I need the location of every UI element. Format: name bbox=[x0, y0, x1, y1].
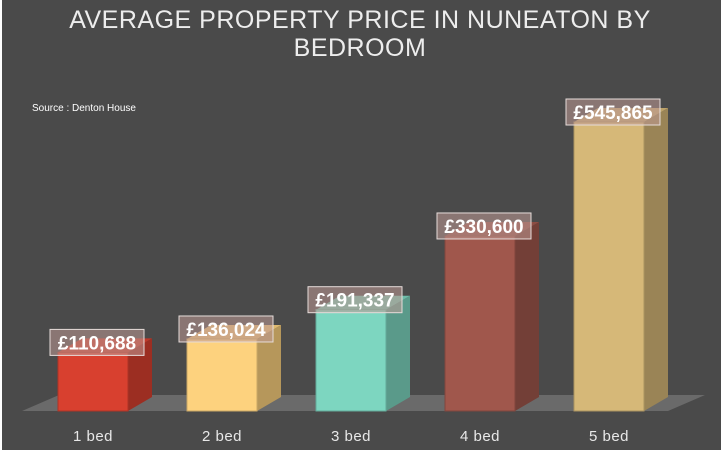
data-label-2-text: £136,024 bbox=[186, 320, 266, 341]
bar-1-side bbox=[128, 338, 152, 411]
bar-5-side bbox=[644, 108, 668, 411]
data-label-2: £136,024 bbox=[178, 315, 274, 343]
x-axis-ticks: 1 bed 2 bed 3 bed 4 bed 5 bed bbox=[73, 428, 629, 445]
data-label-4-box bbox=[436, 212, 532, 240]
data-label-4-text: £330,600 bbox=[444, 217, 523, 238]
data-label-5: £545,865 bbox=[565, 98, 661, 126]
data-label-3-text: £191,337 bbox=[315, 291, 394, 312]
data-label-1: £110,688 bbox=[49, 328, 145, 356]
chart-title-line-2: BEDROOM bbox=[294, 34, 427, 62]
x-tick-label-4: 4 bed bbox=[460, 428, 500, 445]
bar-4-front bbox=[444, 235, 516, 412]
bar-4-side bbox=[515, 221, 539, 411]
bars-layer bbox=[57, 108, 668, 412]
bar-1-front bbox=[57, 351, 129, 412]
data-label-1-text: £110,688 bbox=[58, 333, 136, 354]
bar-3-front bbox=[315, 309, 387, 412]
chart-title-line-1: AVERAGE PROPERTY PRICE IN NUNEATON BY bbox=[69, 6, 651, 34]
bar-2-side bbox=[257, 324, 281, 411]
bar-5-front bbox=[573, 121, 645, 412]
data-label-5-text: £545,865 bbox=[573, 103, 653, 124]
data-label-5-box bbox=[565, 98, 661, 126]
bar-5 bbox=[573, 108, 668, 412]
data-label-1-box bbox=[49, 328, 145, 356]
data-label-3-box bbox=[307, 286, 403, 314]
bar-3-side bbox=[386, 295, 410, 411]
bar-2-front bbox=[186, 338, 258, 412]
bar-4 bbox=[444, 221, 539, 412]
x-tick-label-1: 1 bed bbox=[73, 428, 113, 445]
x-tick-label-3: 3 bed bbox=[331, 428, 371, 445]
x-tick-label-5: 5 bed bbox=[589, 428, 629, 445]
data-label-3: £191,337 bbox=[307, 286, 403, 314]
source-note: Source : Denton House bbox=[32, 103, 136, 114]
data-label-4: £330,600 bbox=[436, 212, 532, 240]
x-tick-label-2: 2 bed bbox=[202, 428, 242, 445]
data-label-2-box bbox=[178, 315, 274, 343]
labels-layer: £110,688 £136,024 £191,337 £330,600 £545,865 bbox=[49, 98, 661, 356]
